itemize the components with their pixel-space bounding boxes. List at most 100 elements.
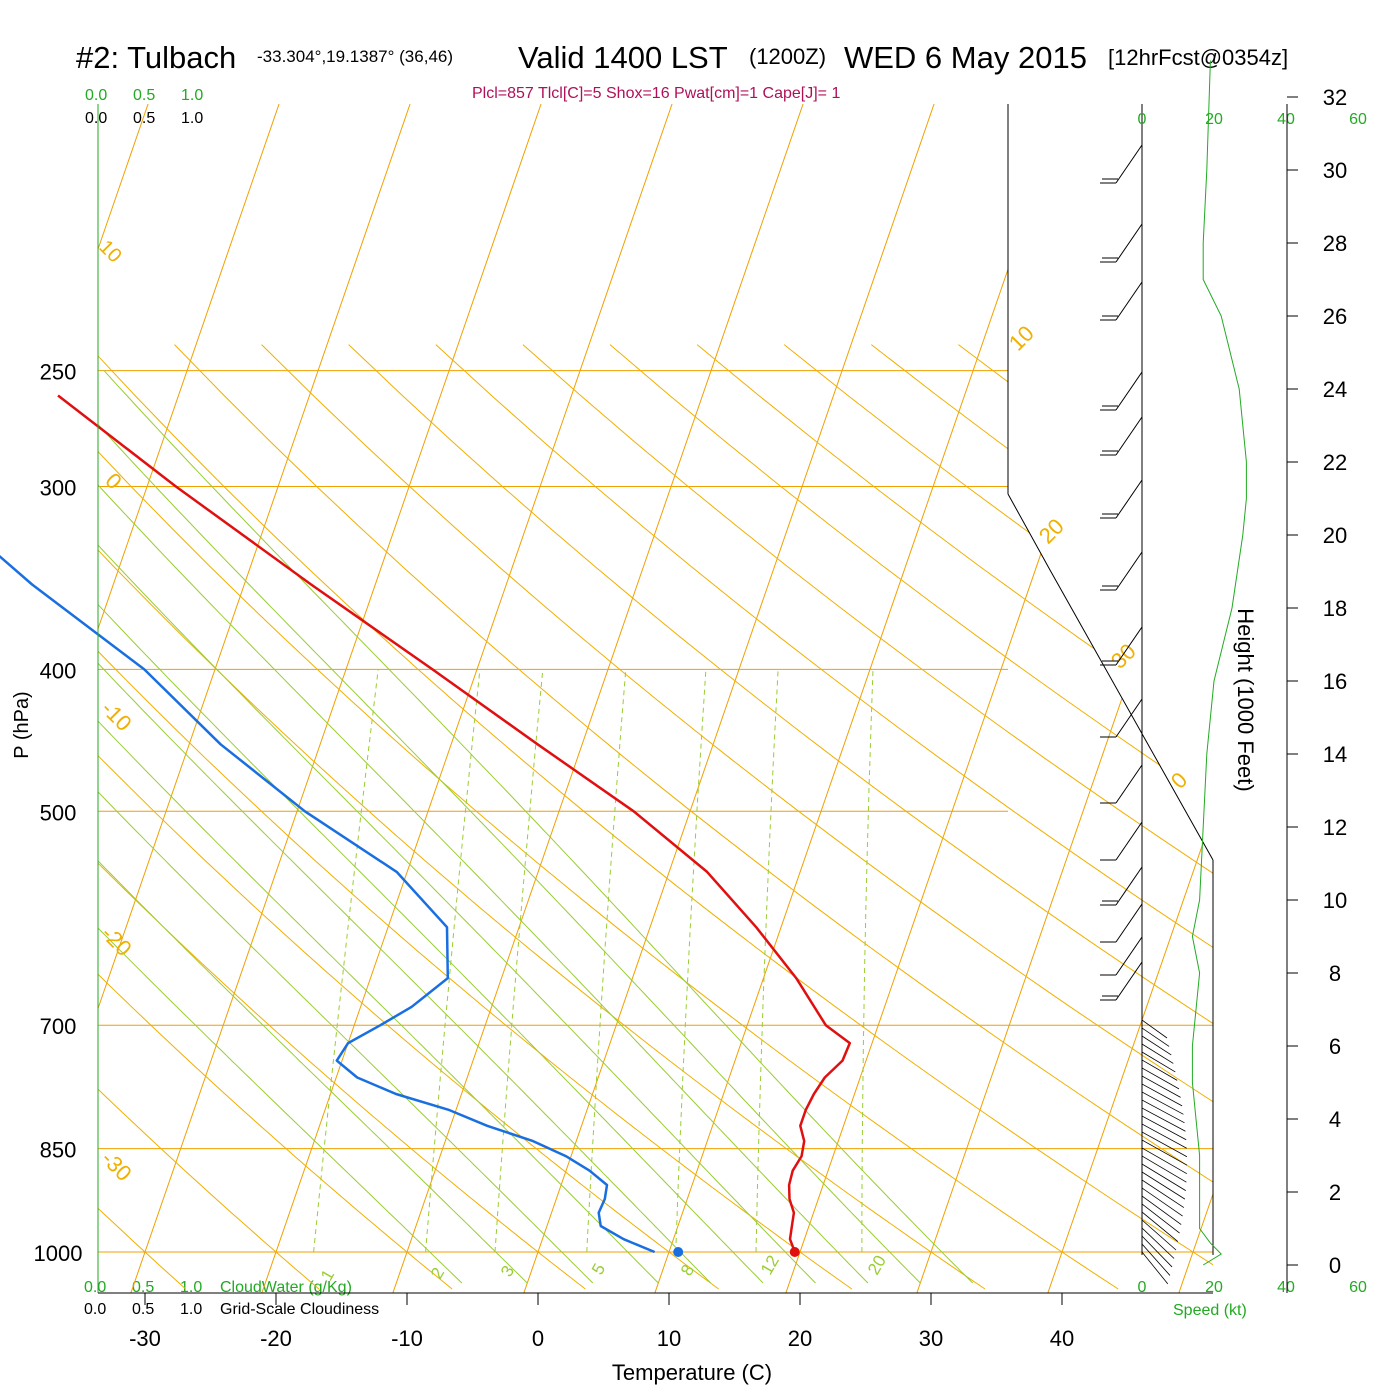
wind-barb (1100, 698, 1143, 738)
wind-barb (1141, 1027, 1170, 1047)
wind-barb (1100, 764, 1143, 804)
pressure-tick-label: 400 (40, 658, 77, 683)
wind-barb (1141, 1147, 1188, 1175)
mixing-ratio-line (494, 669, 544, 1253)
dry-adiabat (174, 344, 1213, 1290)
station-title: #2: Tulbach (76, 40, 236, 75)
isotherm (522, 104, 935, 1293)
cloudwater-top-tick-0: 0.0 (85, 87, 107, 104)
isotherm (915, 104, 1213, 1293)
dry-adiabat (98, 344, 853, 1290)
height-tick-label: 8 (1329, 961, 1341, 986)
cloudiness-top-tick-0: 0.0 (85, 110, 107, 127)
isotherm-label: 10 (1004, 321, 1039, 356)
wind-barb (1100, 821, 1143, 861)
y-axis-title: P (hPa) (11, 691, 33, 758)
wind-barb (1141, 1123, 1187, 1149)
height-tick-label: 14 (1323, 742, 1347, 767)
cloudiness-bottom-tick-1: 0.5 (132, 1301, 154, 1318)
wind-barb (1100, 223, 1143, 263)
height-tick-label: 12 (1323, 815, 1347, 840)
wind-barb (1100, 281, 1143, 321)
wind-barb (1141, 1171, 1186, 1200)
dry-adiabat (261, 344, 1213, 1290)
sounding-profiles (0, 394, 852, 1257)
x-tick-label: -10 (391, 1326, 423, 1351)
wind-barb (1141, 1211, 1179, 1242)
dry-adiabat (98, 344, 320, 1290)
wind-barb (1141, 1035, 1172, 1056)
moist-adiabat (98, 370, 528, 1284)
moist-adiabat (98, 370, 712, 1284)
isotherm (391, 104, 804, 1293)
speed-bottom-tick: 60 (1349, 1279, 1367, 1296)
wind-barb (1100, 551, 1143, 591)
mixing-ratio-label: 5 (588, 1260, 609, 1278)
height-tick-label: 0 (1329, 1253, 1341, 1278)
dry-adiabat (696, 344, 1213, 1290)
wind-barb (1141, 1131, 1188, 1158)
x-axis-title: Temperature (C) (612, 1360, 772, 1385)
surface-temperature-point (789, 1247, 800, 1257)
wind-barb (1141, 1203, 1180, 1234)
speed-bottom-tick: 20 (1205, 1279, 1223, 1296)
wind-barb (1100, 371, 1143, 411)
wind-barb (1141, 1099, 1185, 1124)
speed-axis-label: Speed (kt) (1173, 1302, 1247, 1319)
cloudiness-top-tick-1: 0.5 (133, 110, 155, 127)
isotherm-label: -20 (96, 921, 136, 961)
cloudwater-bottom-tick-0: 0.0 (84, 1279, 106, 1296)
dewpoint-profile-line (0, 554, 656, 1254)
isotherm (98, 104, 280, 1293)
wind-barb (1141, 1043, 1174, 1064)
isotherm-label: 20 (1034, 514, 1069, 549)
height-tick-label: 6 (1329, 1034, 1341, 1059)
wind-barb (1100, 961, 1143, 1001)
wind-barb (1141, 1243, 1171, 1276)
speed-bottom-tick: 0 (1138, 1279, 1147, 1296)
speed-top-tick: 0 (1138, 111, 1147, 128)
mixing-ratio-label: 8 (677, 1261, 698, 1279)
pressure-tick-label: 250 (40, 360, 77, 385)
height-axis-title: Height (1000 Feet) (1233, 608, 1258, 791)
wind-barb (1141, 1067, 1180, 1090)
pressure-tick-label: 300 (40, 476, 77, 501)
cloudwater-bottom-tick-2: 1.0 (180, 1279, 202, 1296)
mixing-ratio-line (861, 669, 874, 1252)
wind-barb (1141, 1227, 1175, 1259)
isotherm (1177, 104, 1213, 1293)
wind-barb (1141, 1163, 1186, 1191)
pressure-tick-label: 1000 (34, 1241, 83, 1266)
mixing-ratio-line (755, 669, 779, 1253)
wind-barb (1141, 1195, 1182, 1225)
moist-adiabat (98, 370, 463, 1284)
x-tick-label: 30 (919, 1326, 943, 1351)
wind-barb (1141, 1051, 1176, 1073)
isotherm (653, 104, 1066, 1293)
wind-barb (1100, 626, 1143, 666)
cloudiness-label: Grid-Scale Cloudiness (220, 1301, 379, 1318)
dry-adiabat (98, 344, 1119, 1290)
x-tick-label: 10 (657, 1326, 681, 1351)
dry-adiabat (1132, 344, 1213, 1290)
speed-top-tick: 20 (1205, 111, 1223, 128)
isotherm-label: 30 (1106, 639, 1141, 674)
height-tick-label: 30 (1323, 158, 1347, 183)
height-tick-label: 16 (1323, 669, 1347, 694)
mixing-ratio-line (586, 669, 627, 1253)
wind-barb (1141, 1251, 1169, 1285)
height-tick-label: 2 (1329, 1180, 1341, 1205)
wind-barb (1141, 1059, 1178, 1081)
cloudiness-bottom-tick-0: 0.0 (84, 1301, 106, 1318)
height-tick-label: 28 (1323, 231, 1347, 256)
pressure-tick-label: 850 (40, 1138, 77, 1163)
dry-adiabat (98, 344, 453, 1290)
height-tick-label: 4 (1329, 1107, 1341, 1132)
cloudwater-top-tick-2: 1.0 (181, 87, 203, 104)
isotherm-label: 10 (94, 236, 125, 267)
forecast-info: [12hrFcst@0354z] (1108, 45, 1288, 70)
wind-barb (1141, 1155, 1187, 1183)
